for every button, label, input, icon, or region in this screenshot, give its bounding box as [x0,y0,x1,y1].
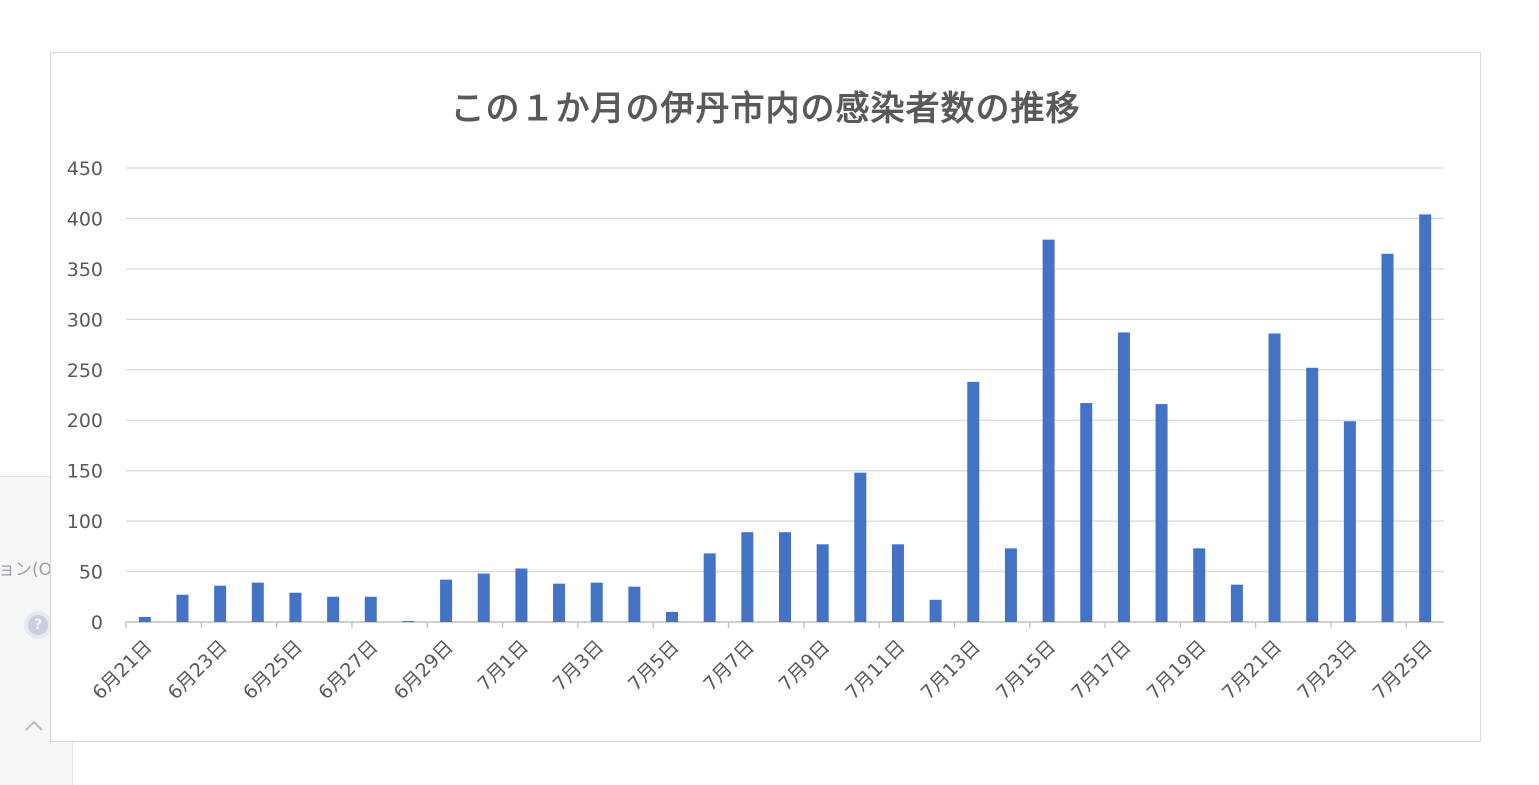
help-icon-glyph: ? [28,615,48,635]
bar [1230,584,1243,622]
y-tick-label: 400 [67,208,103,230]
side-panel-label[interactable]: ョン(O) [0,560,59,580]
help-icon[interactable]: ? [24,611,52,639]
bar [854,472,867,622]
bar [327,596,340,622]
chart-frame: この１か月の伊丹市内の感染者数の推移 [50,52,1481,742]
bar [364,596,377,622]
x-tick-label: 6月25日 [239,636,307,704]
x-tick-label: 6月29日 [390,636,458,704]
bar [1080,403,1093,622]
y-tick-label: 100 [67,511,103,533]
bar [477,573,490,622]
y-tick-label: 200 [67,410,103,432]
bar [515,568,528,622]
x-tick-label: 7月25日 [1369,636,1437,704]
x-tick-label: 7月1日 [473,636,533,696]
bar [553,583,566,622]
bar [1117,332,1130,622]
bar [779,532,791,622]
bar [1004,548,1017,622]
bar [214,585,227,622]
bar [1155,404,1168,622]
x-tick-label: 6月23日 [164,636,232,704]
x-tick-label: 7月3日 [549,636,609,696]
bar [440,579,453,622]
y-tick-label: 50 [79,562,103,584]
bar [666,611,679,622]
bar [1268,333,1281,622]
x-tick-label: 7月7日 [699,636,759,696]
x-tick-label: 7月13日 [917,636,985,704]
x-tick-label: 7月19日 [1143,636,1211,704]
x-tick-label: 7月23日 [1293,636,1361,704]
y-tick-label: 300 [67,309,103,331]
bar [1419,214,1432,623]
bar [1193,548,1206,622]
x-tick-label: 7月5日 [624,636,684,696]
x-tick-label: 7月9日 [775,636,835,696]
bar [929,599,942,622]
x-tick-label: 7月21日 [1218,636,1286,704]
x-tick-label: 6月27日 [314,636,382,704]
x-tick-label: 7月11日 [841,636,909,704]
bar [1343,421,1356,622]
chevron-up-icon [25,720,43,731]
chart-title: この１か月の伊丹市内の感染者数の推移 [450,89,1081,129]
y-tick-label: 0 [91,612,103,634]
bar [703,553,716,622]
collapse-icon[interactable] [24,717,44,733]
bar [628,586,641,622]
bar [1306,367,1319,622]
bar [590,582,603,622]
bar [289,592,302,622]
bar [402,620,415,622]
x-tick-label: 6月21日 [88,636,156,704]
bar [1381,253,1394,622]
y-tick-label: 450 [67,158,103,180]
bar [138,616,151,622]
bar [741,532,754,622]
x-tick-label: 7月15日 [992,636,1060,704]
bar [251,582,264,622]
y-tick-label: 350 [67,259,103,281]
x-tick-label: 7月17日 [1067,636,1135,704]
bar [176,594,189,622]
bar [967,381,980,622]
bar [816,544,829,622]
y-tick-label: 250 [67,360,103,382]
y-tick-label: 150 [67,461,103,483]
bar [1042,239,1055,622]
bar [891,544,904,622]
